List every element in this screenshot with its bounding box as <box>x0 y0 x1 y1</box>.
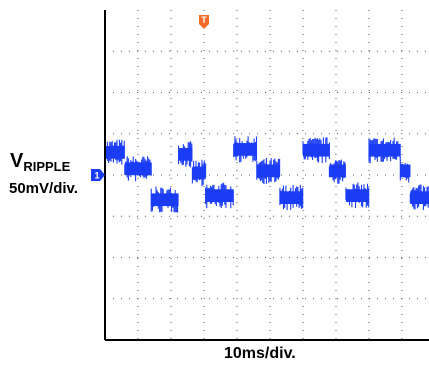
channel-label: VRIPPLE <box>10 150 70 178</box>
trigger-marker <box>199 15 209 29</box>
channel-marker <box>91 169 105 181</box>
channel-scale: 50mV/div. <box>9 180 78 197</box>
trace-noise <box>104 136 429 213</box>
channel-name: V <box>10 150 24 172</box>
timebase-label: 10ms/div. <box>224 345 296 362</box>
ripple-trace <box>104 136 429 213</box>
channel-marker-label: 1 <box>94 171 99 181</box>
markers: T1 <box>91 15 209 181</box>
channel-subscript: RIPPLE <box>23 159 71 174</box>
trigger-marker-label: T <box>201 15 207 25</box>
